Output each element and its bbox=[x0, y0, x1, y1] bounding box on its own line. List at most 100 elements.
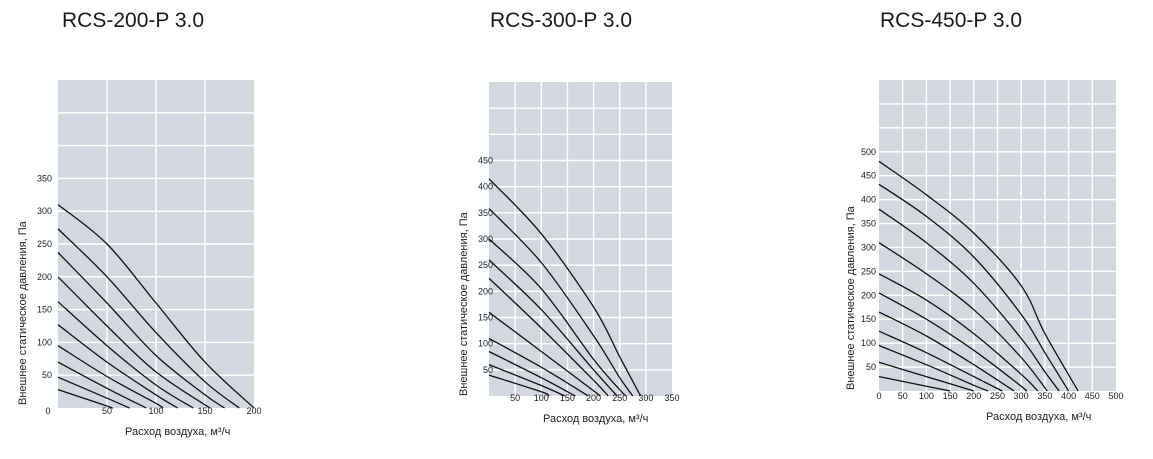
fan-curve bbox=[878, 330, 1003, 392]
x-tick-label: 350 bbox=[664, 393, 679, 403]
y-tick-label: 250 bbox=[37, 239, 52, 249]
chart-title: RCS-200-P 3.0 bbox=[62, 9, 204, 32]
fan-curve bbox=[878, 273, 1039, 392]
x-tick-label: 0 bbox=[876, 391, 881, 401]
fan-curve bbox=[488, 363, 566, 397]
y-tick-label: 200 bbox=[478, 286, 493, 296]
x-tick-label: 100 bbox=[919, 391, 934, 401]
y-tick-label: 450 bbox=[478, 156, 493, 166]
x-tick-label: 200 bbox=[966, 391, 981, 401]
y-tick-label: 300 bbox=[37, 206, 52, 216]
fan-curve bbox=[878, 160, 1079, 392]
y-ticks: 50 100 150 200 250 300 350 400 450 500 bbox=[861, 147, 876, 372]
y-axis-label: Внешнее статическое давления, Па bbox=[845, 205, 857, 390]
x-tick-label: 150 bbox=[943, 391, 958, 401]
y-tick-label: 350 bbox=[37, 173, 52, 183]
x-ticks: 0 50 100 150 200 bbox=[45, 406, 261, 416]
y-tick-label: 200 bbox=[37, 272, 52, 282]
grid bbox=[879, 80, 1116, 391]
y-axis-label: Внешнее статическое давления, Па bbox=[17, 220, 29, 405]
y-tick-label: 300 bbox=[478, 234, 493, 244]
y-tick-label: 150 bbox=[37, 305, 52, 315]
chart-title: RCS-450-P 3.0 bbox=[880, 9, 1022, 32]
y-tick-label: 350 bbox=[478, 208, 493, 218]
x-tick-label: 50 bbox=[898, 391, 908, 401]
x-axis-label: Расход воздуха, м³/ч bbox=[543, 413, 648, 425]
x-tick-label: 350 bbox=[1037, 391, 1052, 401]
x-tick-label: 50 bbox=[102, 406, 112, 416]
fan-curve bbox=[488, 337, 589, 397]
y-tick-label: 100 bbox=[37, 337, 52, 347]
y-tick-label: 350 bbox=[861, 219, 876, 229]
x-axis-label: Расход воздуха, м³/ч bbox=[986, 411, 1091, 423]
y-axis-label: Внешнее статическое давления, Па bbox=[458, 211, 470, 396]
y-tick-label: 50 bbox=[866, 362, 876, 372]
y-tick-label: 150 bbox=[861, 314, 876, 324]
y-tick-label: 100 bbox=[478, 339, 493, 349]
y-tick-label: 300 bbox=[861, 242, 876, 252]
y-tick-label: 150 bbox=[478, 313, 493, 323]
y-ticks: 50 100 150 200 250 300 350 400 450 bbox=[478, 156, 493, 375]
x-tick-label: 100 bbox=[534, 393, 549, 403]
fan-curve bbox=[878, 183, 1070, 392]
fan-curve bbox=[488, 178, 642, 397]
fan-curves bbox=[57, 204, 255, 409]
x-tick-label: 150 bbox=[197, 406, 212, 416]
fan-curve bbox=[57, 376, 130, 409]
x-tick-label: 300 bbox=[638, 393, 653, 403]
y-tick-label: 50 bbox=[42, 370, 52, 380]
x-axis-label: Расход воздуха, м³/ч bbox=[125, 426, 230, 438]
x-tick-label: 0 bbox=[45, 406, 50, 416]
grid bbox=[58, 80, 254, 408]
fan-curves bbox=[488, 178, 642, 397]
fan-curve bbox=[57, 204, 255, 409]
fan-curve bbox=[488, 350, 576, 397]
x-ticks: 50 100 150 200 250 300 350 bbox=[510, 393, 679, 403]
x-tick-label: 400 bbox=[1061, 391, 1076, 401]
y-tick-label: 200 bbox=[861, 290, 876, 300]
fan-curve bbox=[878, 361, 974, 392]
y-tick-label: 100 bbox=[861, 338, 876, 348]
fan-curve bbox=[57, 361, 147, 409]
x-tick-label: 50 bbox=[510, 393, 520, 403]
fan-curves bbox=[878, 160, 1079, 392]
x-tick-label: 300 bbox=[1014, 391, 1029, 401]
y-tick-label: 400 bbox=[861, 195, 876, 205]
fan-curve bbox=[57, 228, 240, 409]
fan-curve bbox=[57, 345, 164, 409]
fan-curve bbox=[878, 292, 1028, 392]
chart-rcs-450: RCS-450-P 3.0 50 100 150 200 250 300 350 400 450… bbox=[845, 9, 1124, 423]
chart-rcs-200: RCS-200-P 3.0 50 100 150 200 250 300 350 0 50 10… bbox=[17, 9, 262, 438]
y-tick-label: 250 bbox=[861, 266, 876, 276]
fan-curve bbox=[488, 311, 601, 397]
x-tick-label: 250 bbox=[612, 393, 627, 403]
y-tick-label: 450 bbox=[861, 171, 876, 181]
fan-curve bbox=[878, 344, 989, 392]
fan-curve bbox=[488, 374, 550, 397]
chart-title: RCS-300-P 3.0 bbox=[490, 9, 632, 32]
fan-curve bbox=[57, 276, 211, 409]
x-ticks: 0 50 100 150 200 250 300 350 400 450 500 bbox=[876, 391, 1123, 401]
fan-curve bbox=[878, 242, 1048, 392]
y-tick-label: 400 bbox=[478, 182, 493, 192]
fan-curve bbox=[57, 324, 178, 409]
x-tick-label: 200 bbox=[246, 406, 261, 416]
fan-curve bbox=[57, 301, 194, 409]
fan-curve bbox=[488, 259, 618, 397]
x-tick-label: 450 bbox=[1085, 391, 1100, 401]
chart-rcs-300: RCS-300-P 3.0 50 100 150 200 250 300 350 400 450… bbox=[458, 9, 680, 425]
fan-curve bbox=[57, 252, 225, 409]
y-tick-label: 50 bbox=[483, 365, 493, 375]
fan-curve bbox=[878, 375, 951, 392]
x-tick-label: 200 bbox=[586, 393, 601, 403]
y-tick-label: 250 bbox=[478, 260, 493, 270]
fan-curve bbox=[878, 311, 1015, 392]
fan-curve bbox=[488, 208, 634, 397]
x-tick-label: 250 bbox=[990, 391, 1005, 401]
y-ticks: 50 100 150 200 250 300 350 bbox=[37, 173, 52, 380]
x-tick-label: 500 bbox=[1108, 391, 1123, 401]
fan-curve bbox=[488, 238, 627, 397]
x-tick-label: 150 bbox=[560, 393, 575, 403]
y-tick-label: 500 bbox=[861, 147, 876, 157]
